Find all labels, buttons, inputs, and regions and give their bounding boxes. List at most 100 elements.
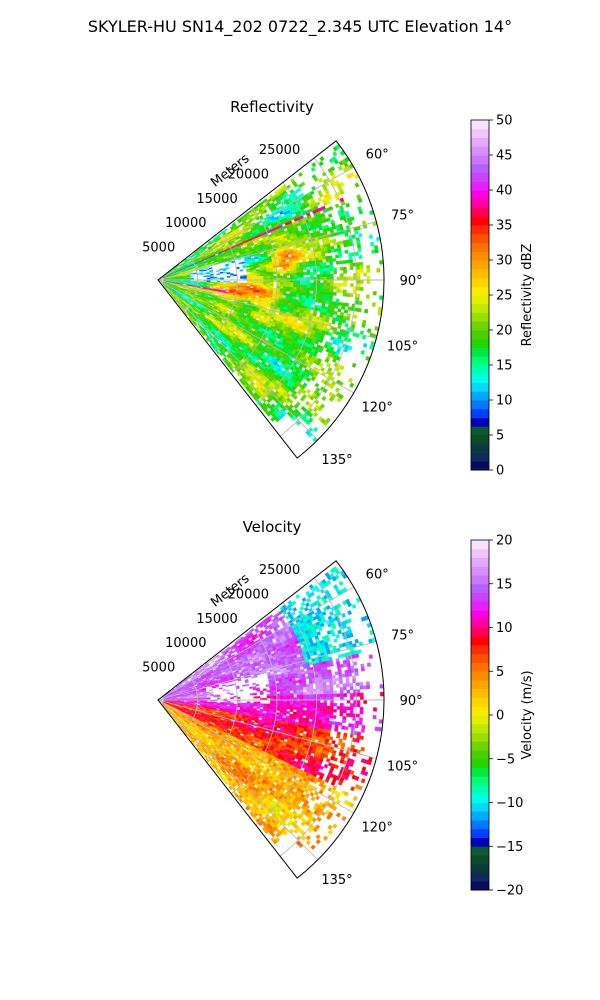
radar-bin	[323, 288, 327, 292]
radar-bin	[355, 293, 360, 298]
radar-bin	[303, 284, 307, 288]
radar-bin	[293, 286, 297, 290]
radar-bin	[293, 275, 298, 278]
radar-bin	[340, 276, 344, 281]
radar-bin	[332, 292, 337, 296]
radar-bin	[279, 271, 284, 274]
radar-bin	[328, 255, 333, 260]
radar-bin	[293, 284, 297, 288]
radar-bin	[312, 426, 319, 433]
radar-bin	[346, 276, 351, 281]
radar-bin	[225, 264, 230, 267]
radar-bin	[374, 245, 379, 250]
radar-bin	[356, 272, 361, 277]
radar-bin	[315, 201, 321, 206]
radar-bin	[219, 271, 224, 274]
radar-bin	[223, 286, 227, 289]
radar-bin	[306, 269, 311, 273]
radar-bin	[209, 274, 214, 276]
radar-bin	[309, 287, 314, 292]
colorbar-segment	[471, 172, 489, 182]
radar-bin	[304, 602, 310, 608]
radar-bin	[300, 181, 306, 187]
radar-bin	[345, 316, 351, 321]
radar-bin	[333, 270, 337, 275]
radar-bin	[209, 270, 214, 272]
radar-bin	[289, 265, 294, 269]
radar-bin	[309, 285, 314, 289]
radar-bin	[216, 277, 221, 280]
radar-bin	[266, 275, 271, 279]
radar-bin	[357, 197, 363, 203]
radar-bin	[321, 171, 327, 177]
colorbar-tick-label: 20	[496, 324, 513, 339]
colorbar-segment	[471, 303, 489, 313]
radar-bin	[310, 282, 314, 286]
radar-bin	[323, 273, 328, 278]
radar-bin	[296, 272, 301, 276]
radar-bin	[358, 254, 363, 260]
radar-bin	[306, 247, 311, 252]
colorbar-tick-label: 15	[496, 359, 513, 374]
radar-bin	[353, 173, 360, 180]
radar-bin	[326, 282, 331, 287]
radar-bin	[359, 286, 364, 291]
radar-bin	[371, 302, 376, 307]
radar-bin	[360, 279, 364, 284]
radar-bin	[339, 260, 344, 265]
radar-bin	[311, 162, 317, 168]
radar-bin	[286, 286, 291, 290]
radar-bin	[292, 267, 297, 271]
radar-bin	[345, 202, 351, 208]
radar-bin	[286, 288, 291, 292]
radar-bin	[356, 286, 361, 291]
radar-bin	[345, 259, 350, 264]
colorbar-segment	[471, 417, 489, 427]
radar-bin	[306, 282, 311, 286]
radar-bin	[223, 280, 228, 283]
radar-bin	[306, 287, 311, 291]
radar-bin	[245, 265, 250, 268]
radar-bin	[289, 270, 294, 274]
radar-bin	[344, 323, 349, 328]
radar-bin	[319, 271, 324, 275]
colorbar-segment	[471, 347, 489, 357]
radar-bin	[226, 276, 231, 278]
radar-bin	[263, 209, 268, 214]
radar-bin	[260, 283, 264, 286]
radar-bin	[299, 262, 303, 266]
colorbar-segment	[471, 426, 489, 436]
radar-bin	[282, 268, 287, 272]
radar-bin	[309, 263, 314, 267]
radar-bin	[231, 260, 236, 264]
radar-bin	[358, 300, 363, 306]
radar-bin	[329, 282, 334, 287]
azimuth-tick-label: 90°	[400, 274, 423, 289]
radar-bin	[286, 268, 291, 272]
radar-bin	[335, 298, 340, 303]
radar-bin	[353, 314, 358, 319]
radar-bin	[319, 156, 325, 162]
radar-bin	[328, 206, 334, 211]
radar-bin	[339, 181, 345, 187]
radar-bin	[180, 281, 184, 282]
radar-bin	[289, 284, 294, 288]
radar-bin	[320, 366, 326, 372]
colorbar-tick-label: 50	[496, 114, 513, 129]
radar-bin	[210, 276, 214, 279]
colorbar-segment	[471, 163, 489, 173]
radar-bin	[342, 289, 347, 294]
radar-bin	[339, 283, 344, 287]
radar-bin	[216, 270, 220, 272]
radar-bin	[366, 276, 371, 281]
radar-bin	[322, 291, 327, 295]
radar-bin	[349, 262, 354, 267]
radar-bin	[330, 248, 335, 253]
radar-bin	[321, 395, 327, 402]
radar-bin	[328, 297, 333, 302]
radar-bin	[329, 285, 334, 290]
radar-bin	[350, 216, 355, 222]
colorbar-segment	[471, 242, 489, 252]
radar-bin	[319, 291, 324, 295]
radar-bin	[326, 291, 330, 296]
